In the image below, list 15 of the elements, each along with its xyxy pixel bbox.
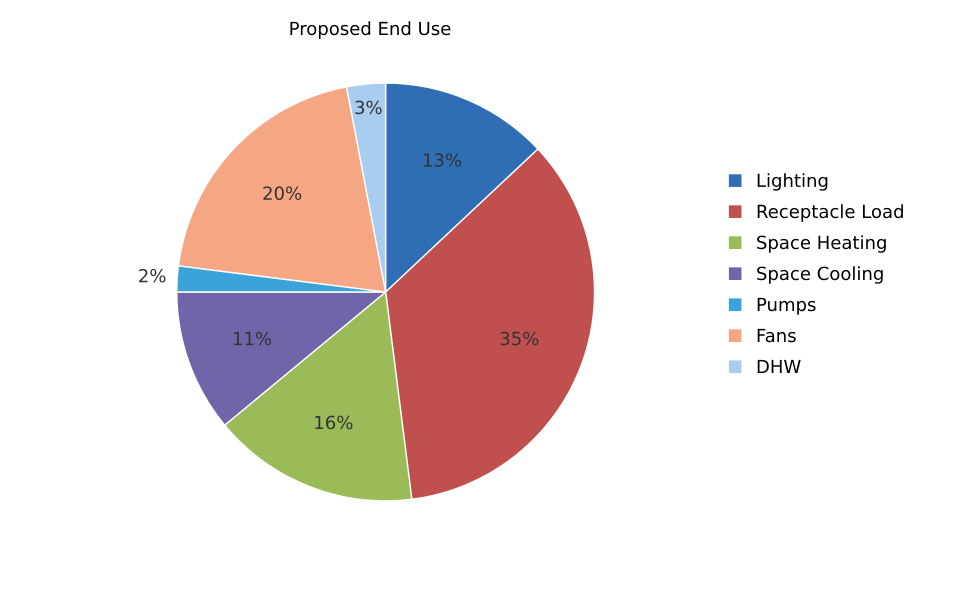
legend-label: Space Cooling — [757, 266, 883, 284]
data-label: 16% — [315, 416, 352, 430]
data-label: 35% — [500, 332, 538, 346]
legend-label: Receptacle Load — [758, 204, 903, 222]
legend-label: Lighting — [758, 173, 828, 191]
data-label: 3% — [355, 100, 382, 114]
data-label: 13% — [424, 153, 462, 167]
legend-label: Space Heating — [757, 235, 886, 253]
data-label: 11% — [234, 332, 272, 346]
data-label: 2% — [139, 268, 166, 283]
legend-label: Pumps — [758, 298, 816, 315]
legend-label: Fans — [758, 328, 796, 342]
legend-label: DHW — [758, 360, 801, 374]
chart-title: Proposed End Use — [290, 21, 450, 39]
data-label: 20% — [263, 186, 302, 200]
